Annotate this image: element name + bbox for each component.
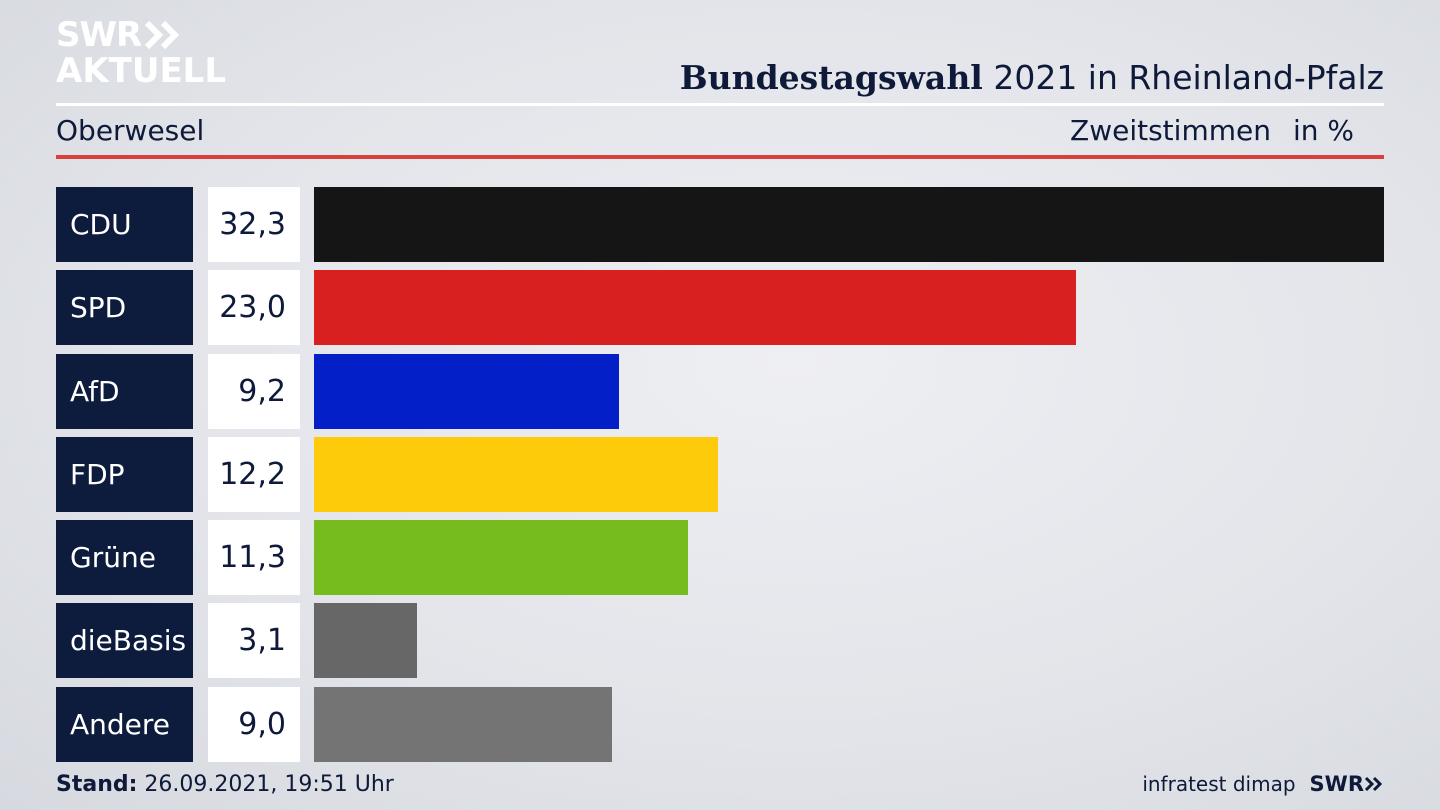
bar-row: CDU 32,3: [56, 187, 1384, 262]
value-label: 32,3: [208, 187, 300, 262]
bar: [314, 353, 619, 429]
page-title: Bundestagswahl 2021 in Rheinland-Pfalz: [680, 58, 1384, 97]
value-label: 12,2: [208, 436, 300, 512]
bar-row: dieBasis 3,1: [56, 603, 1384, 679]
value-label: 23,0: [208, 270, 300, 346]
bar: [314, 686, 613, 762]
bar: [314, 270, 1076, 346]
party-label: CDU: [56, 187, 193, 262]
unit-label: in %: [1292, 114, 1354, 147]
header-divider: [56, 103, 1384, 106]
bar: [314, 520, 689, 596]
footer-credits: infratest dimap SWR: [1142, 772, 1384, 796]
timestamp: Stand: 26.09.2021, 19:51 Uhr: [56, 772, 394, 797]
value-label: 9,0: [208, 686, 300, 762]
bar-row: Grüne 11,3: [56, 520, 1384, 596]
swr-brand: SWR: [1310, 772, 1384, 796]
title-bold: Bundestagswahl: [679, 58, 983, 97]
value-label: 9,2: [208, 353, 300, 429]
bar: [314, 436, 719, 512]
title-rest: 2021 in Rheinland-Pfalz: [982, 58, 1384, 97]
bar-row: FDP 12,2: [56, 436, 1384, 512]
bar: [314, 187, 1384, 262]
swr-aktuell-logo: SWR AKTUELL: [56, 18, 226, 88]
party-label: Andere: [56, 686, 193, 762]
party-label: FDP: [56, 436, 193, 512]
bar-chart: CDU 32,3 SPD 23,0 AfD 9,2 FDP 12,2 Grüne 11,3 dieB…: [56, 187, 1384, 770]
measure-label: Zweitstimmen in %: [1070, 114, 1354, 147]
double-chevron-icon: [145, 21, 180, 49]
party-label: SPD: [56, 270, 193, 346]
stand-label: Stand:: [56, 772, 138, 797]
value-label: 11,3: [208, 520, 300, 596]
source-label: infratest dimap: [1142, 772, 1296, 796]
value-label: 3,1: [208, 603, 300, 679]
bar-row: AfD 9,2: [56, 353, 1384, 429]
bar-row: Andere 9,0: [56, 686, 1384, 762]
bar: [314, 603, 417, 679]
stand-value: 26.09.2021, 19:51 Uhr: [137, 772, 394, 797]
party-label: dieBasis: [56, 603, 193, 679]
accent-divider: [56, 155, 1384, 159]
logo-line-1: SWR: [56, 15, 142, 55]
logo-line-2: AKTUELL: [56, 51, 227, 91]
double-chevron-icon: [1364, 776, 1383, 792]
party-label: AfD: [56, 353, 193, 429]
bar-row: SPD 23,0: [56, 270, 1384, 346]
brand-label: SWR: [1309, 772, 1364, 796]
subtitle: Oberwesel: [56, 114, 205, 147]
party-label: Grüne: [56, 520, 193, 596]
measure-name: Zweitstimmen: [1070, 114, 1271, 147]
